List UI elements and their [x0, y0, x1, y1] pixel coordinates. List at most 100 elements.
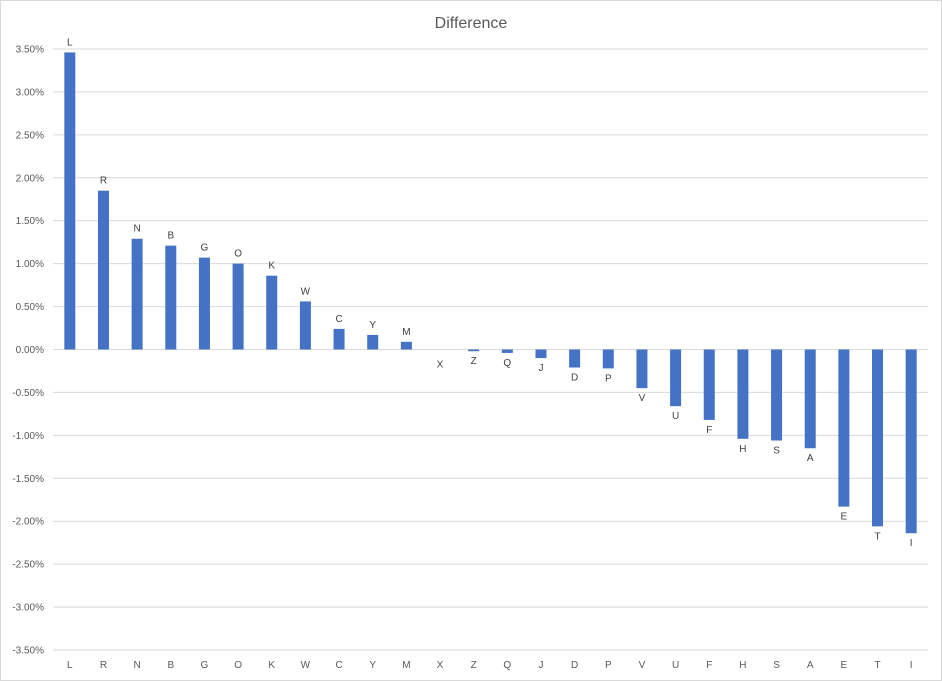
x-category-label: V [639, 660, 646, 671]
data-label: G [201, 243, 209, 254]
data-label: L [67, 37, 73, 48]
y-axis-tick-labels: 3.50% 3.00% 2.50% 2.00% 1.50% 1.00% 0.50% 0.00%… [12, 45, 44, 657]
data-label: W [301, 286, 311, 297]
gridlines [53, 48, 928, 651]
x-category-label: H [739, 660, 746, 671]
data-label: Z [471, 356, 477, 367]
bar-j [535, 349, 547, 359]
x-category-label: U [672, 660, 679, 671]
x-category-label: W [301, 660, 311, 671]
y-tick-label: -3.50% [12, 646, 44, 657]
bar-b [165, 245, 177, 350]
data-label: H [739, 444, 746, 455]
y-tick-label: 0.50% [16, 302, 44, 313]
y-tick-label: 1.50% [16, 216, 44, 227]
bar-q [501, 349, 513, 353]
bar-e [838, 349, 850, 507]
x-category-label: I [910, 660, 913, 671]
bar-z [468, 349, 480, 352]
data-label: R [100, 176, 107, 187]
bar-r [97, 190, 109, 350]
data-label: C [335, 314, 342, 325]
data-labels: L R N B G O K W C Y M X Z Q J D P V U F H S A E T I [67, 37, 913, 549]
chart-title: Difference [435, 15, 508, 32]
y-tick-label: -0.50% [12, 388, 44, 399]
data-label: K [268, 261, 275, 272]
x-category-label: J [538, 660, 543, 671]
bar-i [905, 349, 917, 534]
bar-v [636, 349, 648, 389]
bar-k [266, 275, 278, 350]
data-label: B [167, 231, 174, 242]
x-category-label: B [167, 660, 174, 671]
data-label: X [437, 360, 444, 371]
data-label: T [874, 531, 880, 542]
bars [64, 52, 917, 534]
bar-c [333, 328, 345, 350]
x-category-label: S [773, 660, 780, 671]
x-category-label: T [874, 660, 880, 671]
data-label: S [773, 446, 780, 457]
y-tick-label: 3.50% [16, 45, 44, 56]
x-category-label: R [100, 660, 107, 671]
data-label: I [910, 538, 913, 549]
y-tick-label: 1.00% [16, 259, 44, 270]
y-tick-label: 2.00% [16, 173, 44, 184]
bar-s [771, 349, 783, 441]
x-category-label: D [571, 660, 578, 671]
x-category-label: L [67, 660, 73, 671]
data-label: E [841, 512, 848, 523]
x-category-label: Z [471, 660, 477, 671]
bar-a [804, 349, 816, 449]
bar-w [299, 301, 311, 350]
data-label: U [672, 411, 679, 422]
data-label: O [234, 249, 242, 260]
x-category-label: M [402, 660, 410, 671]
x-category-label: Q [503, 660, 511, 671]
y-tick-label: -1.00% [12, 431, 44, 442]
y-tick-label: 0.00% [16, 345, 44, 356]
x-category-label: A [807, 660, 814, 671]
x-category-label: Y [369, 660, 376, 671]
x-category-label: K [268, 660, 275, 671]
bar-h [737, 349, 749, 439]
bar-u [670, 349, 682, 407]
data-label: Y [369, 320, 376, 331]
bar-g [198, 257, 210, 350]
y-tick-label: -2.50% [12, 560, 44, 571]
bar-y [367, 334, 379, 350]
data-label: P [605, 373, 612, 384]
x-category-label: O [234, 660, 242, 671]
y-tick-label: -3.00% [12, 603, 44, 614]
x-category-label: G [201, 660, 209, 671]
bar-l [64, 52, 76, 350]
x-category-label: X [437, 660, 444, 671]
data-label: Q [503, 358, 511, 369]
data-label: F [706, 425, 712, 436]
x-category-label: P [605, 660, 612, 671]
bar-t [872, 349, 884, 527]
x-category-label: N [134, 660, 141, 671]
x-category-label: C [335, 660, 342, 671]
data-label: A [807, 453, 814, 464]
data-label: N [134, 224, 141, 235]
data-label: V [639, 393, 646, 404]
x-category-label: E [841, 660, 848, 671]
y-tick-label: -2.00% [12, 517, 44, 528]
bar-o [232, 263, 244, 350]
y-tick-label: -1.50% [12, 474, 44, 485]
data-label: D [571, 373, 578, 384]
x-category-label: F [706, 660, 712, 671]
bar-f [703, 349, 715, 420]
data-label: M [402, 327, 410, 338]
bar-p [602, 349, 614, 369]
y-tick-label: 3.00% [16, 87, 44, 98]
bar-d [569, 349, 581, 368]
data-label: J [538, 363, 543, 374]
y-tick-label: 2.50% [16, 130, 44, 141]
bar-m [400, 341, 412, 350]
bar-n [131, 238, 143, 350]
